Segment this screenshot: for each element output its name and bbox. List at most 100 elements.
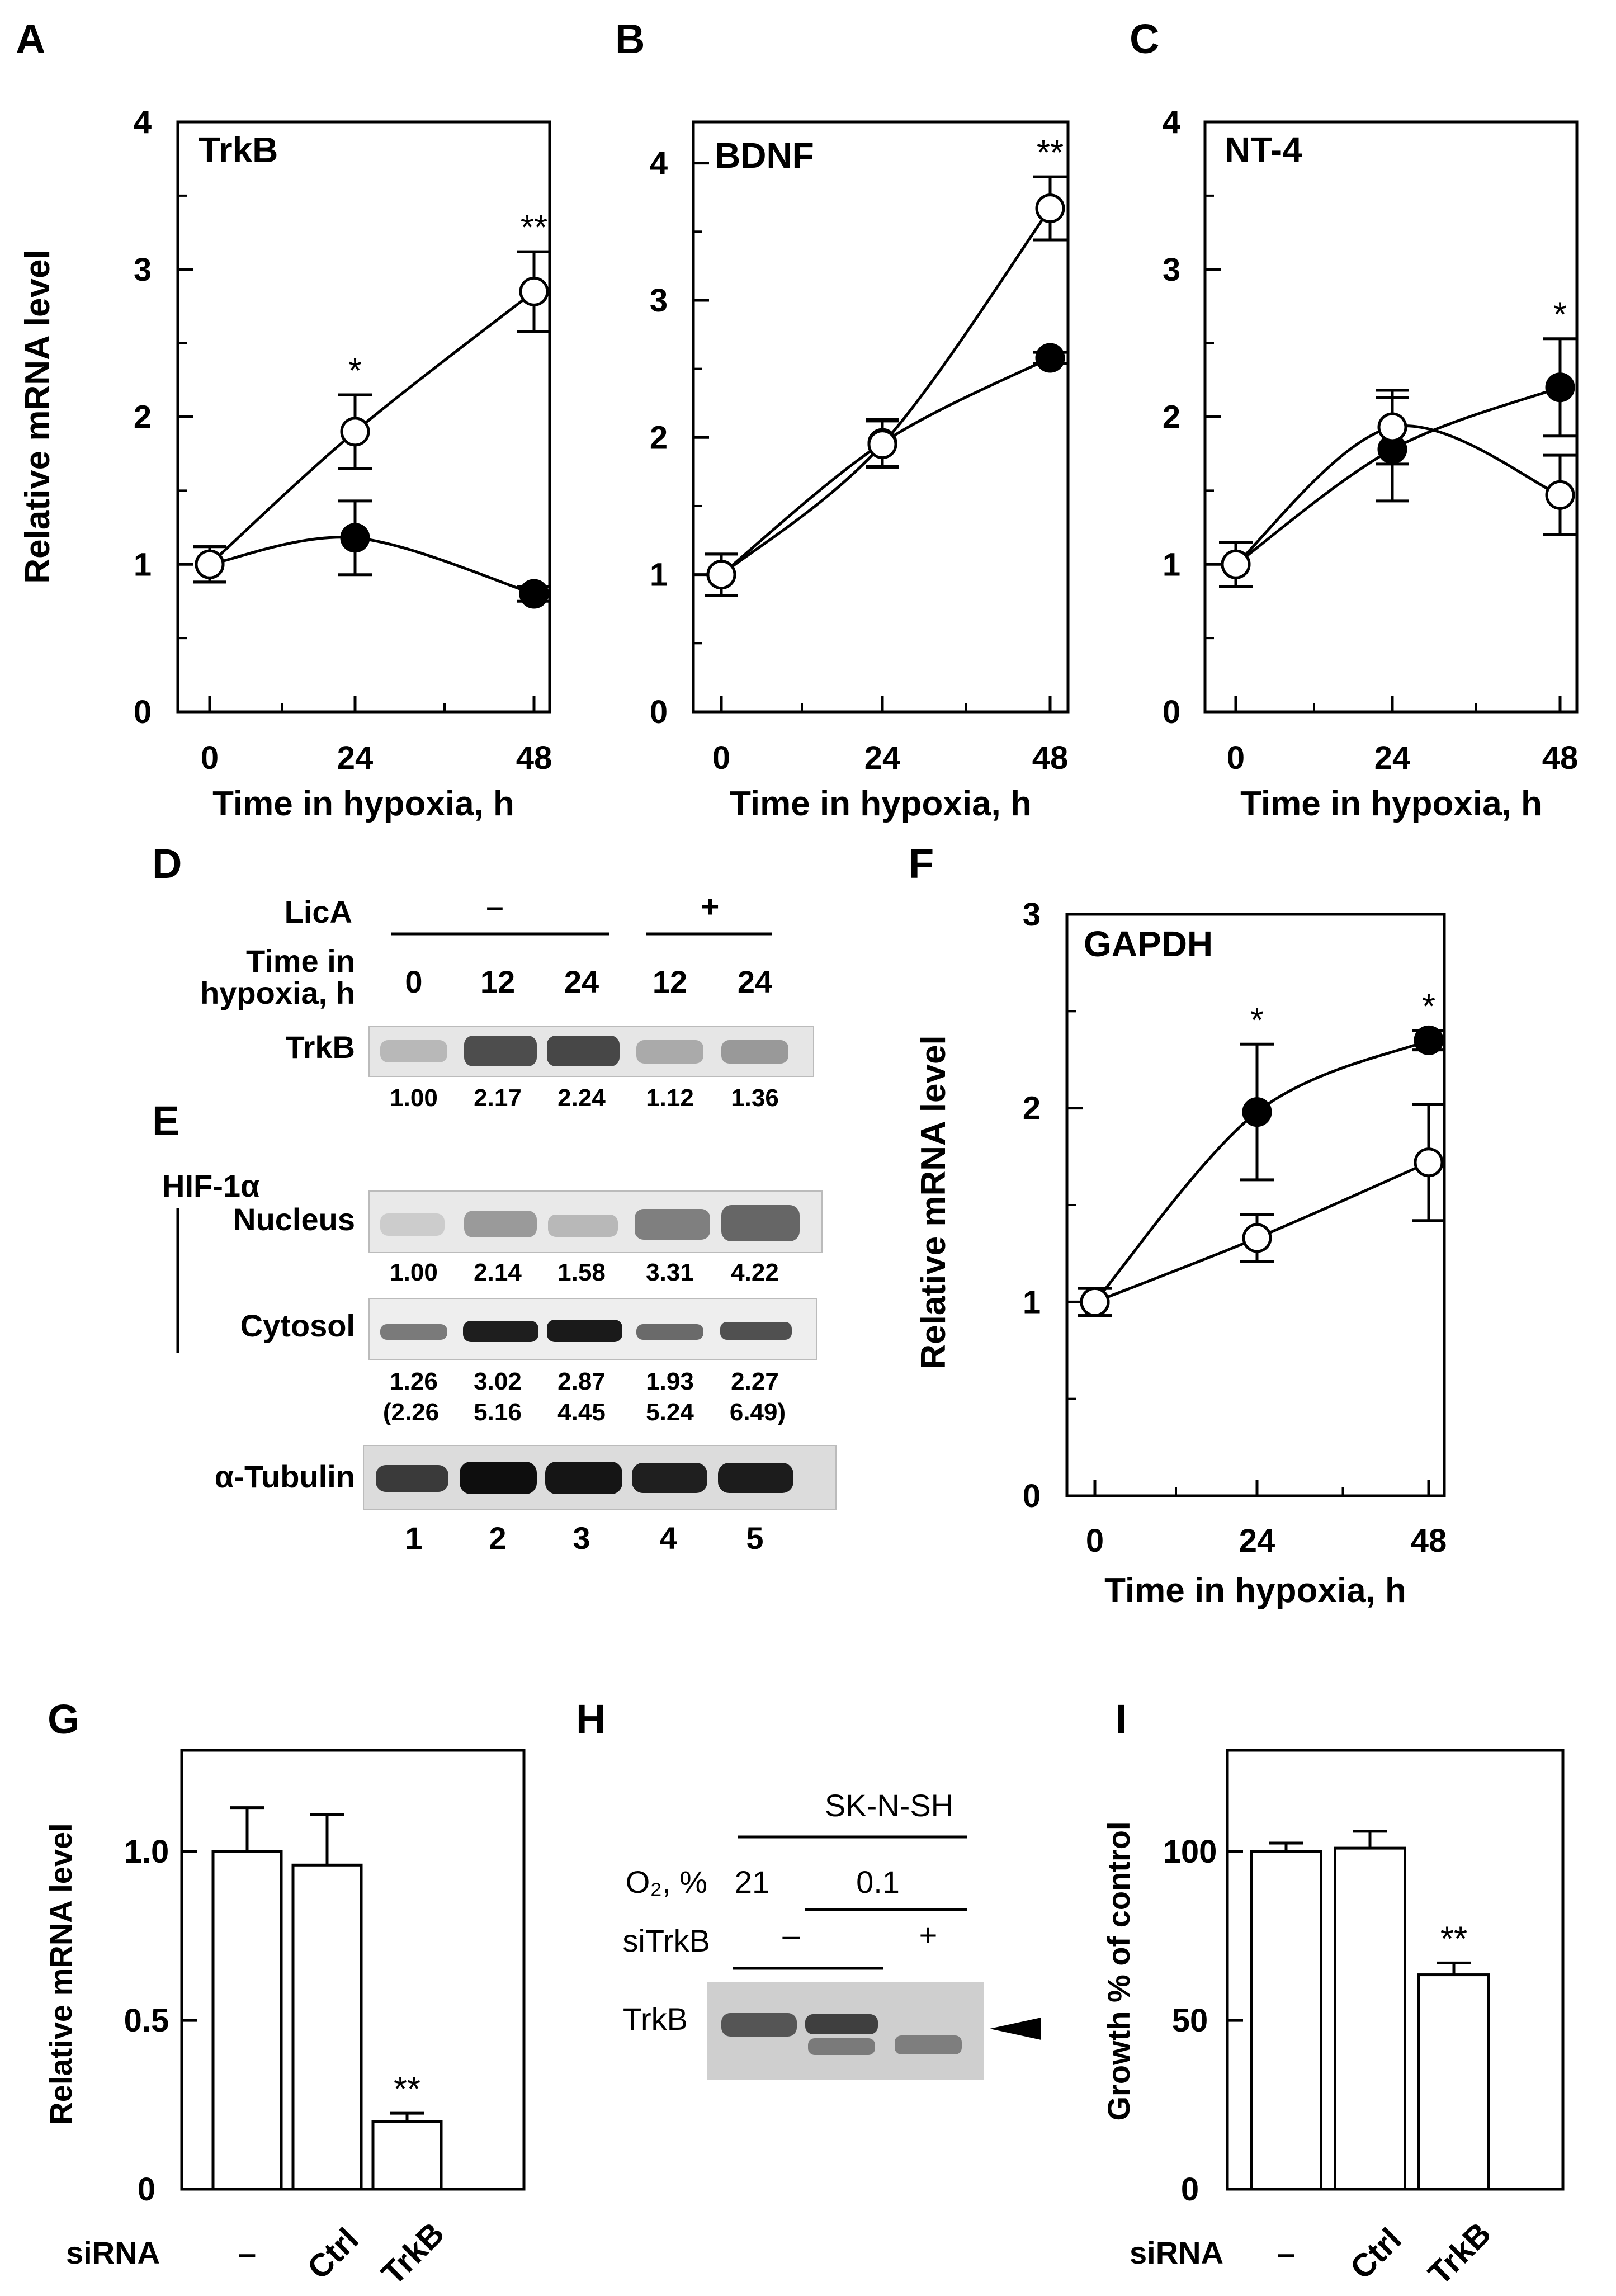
tubulin-band-5 <box>718 1463 793 1493</box>
x-axis-label: siRNA <box>66 2235 160 2270</box>
trkb-quant-3: 2.24 <box>557 1084 606 1112</box>
h-band-3 <box>895 2035 962 2054</box>
data-point-filled <box>1545 372 1575 403</box>
chart-f-gapdh: GAPDH Relative mRNA level Time in hypoxi… <box>914 896 1447 1610</box>
hif-label: HIF-1α <box>162 1168 259 1203</box>
trkb-quant-1: 1.00 <box>390 1084 438 1112</box>
y-tick-label: 1 <box>1163 546 1180 583</box>
series-open-line <box>209 290 535 566</box>
plot-frame <box>692 120 1070 714</box>
y-tick-label: 2 <box>1023 1090 1041 1127</box>
significance-annotation: ** <box>521 209 547 247</box>
chart-marks: 0 1 2 3 0 24 48 * * <box>1023 896 1447 1559</box>
chart-marks: 0 0.5 1.0 – Ctrl TrkB ** <box>124 1806 451 2292</box>
o2-0-1: 0.1 <box>856 1864 900 1900</box>
cytosol-quant-4: 1.93 <box>646 1368 694 1395</box>
panel-letter-c: C <box>1130 16 1159 62</box>
lane-number-1: 1 <box>405 1520 422 1556</box>
data-point-filled <box>340 523 370 553</box>
data-point-open <box>1377 412 1407 442</box>
y-tick-label: 4 <box>134 104 152 140</box>
bar <box>211 1850 283 2191</box>
chart-title: TrkB <box>199 130 278 170</box>
chart-a-trkb: TrkB Relative mRNA level Time in hypoxia… <box>18 104 552 823</box>
y-axis-label: Growth % of control <box>1101 1821 1136 2120</box>
panel-letter-i: I <box>1116 1696 1127 1742</box>
cytosol-quant2-5: 6.49) <box>730 1399 786 1426</box>
cytosol-quant2-2: 5.16 <box>474 1399 522 1426</box>
y-tick-label: 1.0 <box>124 1834 169 1870</box>
trkb-quant-5: 1.36 <box>731 1084 779 1112</box>
x-axis-label: Time in hypoxia, h <box>1240 785 1542 823</box>
x-tick-label: 48 <box>1032 740 1069 776</box>
trkb-quant-4: 1.12 <box>646 1084 694 1112</box>
data-point-filled <box>1035 343 1065 373</box>
data-point-open <box>706 560 736 590</box>
y-tick-label: 4 <box>1163 104 1180 140</box>
series-open-line <box>720 207 1052 576</box>
y-tick-label: 1 <box>134 546 152 583</box>
significance-annotation: * <box>348 352 362 390</box>
cytosol-quant-1: 1.26 <box>390 1368 438 1395</box>
x-tick-label: 48 <box>516 740 552 776</box>
h-band-2b <box>808 2038 875 2055</box>
cytosol-quant-2: 3.02 <box>474 1368 522 1395</box>
chart-b-bdnf: BDNF Time in hypoxia, h 0 1 2 3 4 0 24 48 ** <box>650 120 1070 823</box>
y-tick-label: 0 <box>650 694 668 730</box>
significance-annotation: ** <box>1037 134 1064 172</box>
o2-label: O₂, % <box>626 1864 707 1900</box>
y-tick-label: 0.5 <box>124 2002 169 2039</box>
x-tick-label: 48 <box>1411 1523 1447 1559</box>
data-point-open <box>1221 549 1251 579</box>
x-tick-label: 0 <box>201 740 219 776</box>
lane-time-4: 12 <box>653 964 687 999</box>
nucleus-band-3 <box>548 1215 618 1237</box>
category-label: – <box>1277 2236 1295 2272</box>
data-point-filled <box>1242 1097 1272 1127</box>
lane-number-4: 4 <box>659 1520 677 1556</box>
panel-letter-e: E <box>152 1098 179 1144</box>
series-filled-line <box>1094 1039 1429 1303</box>
x-axis-label: Time in hypoxia, h <box>1104 1571 1406 1610</box>
trkb-label: TrkB <box>623 2001 688 2037</box>
cytosol-label: Cytosol <box>240 1308 355 1343</box>
y-tick-label: 0 <box>1163 694 1180 730</box>
panel-letter-h: H <box>576 1696 606 1742</box>
panel-letter-g: G <box>48 1696 80 1742</box>
panel-letter-f: F <box>909 840 934 887</box>
arrowhead-icon <box>990 2018 1041 2040</box>
time-label-line1: Time in <box>246 943 355 979</box>
cell-line-label: SK-N-SH <box>825 1788 953 1823</box>
y-axis-label: Relative mRNA level <box>18 249 57 583</box>
data-point-filled <box>1414 1025 1444 1055</box>
time-label-line2: hypoxia, h <box>200 975 355 1010</box>
cytosol-band-5 <box>720 1322 792 1340</box>
y-tick-label: 0 <box>1023 1478 1041 1514</box>
bar <box>371 2120 443 2191</box>
chart-i-growth: Growth % of control siRNA 0 50 100 – Ctrl Trk… <box>1101 1749 1565 2292</box>
y-tick-label: 3 <box>650 282 668 319</box>
x-tick-label: 24 <box>864 740 901 776</box>
significance-annotation: ** <box>394 2070 420 2109</box>
significance-annotation: ** <box>1440 1920 1467 1958</box>
category-label: TrkB <box>1421 2215 1498 2292</box>
lica-plus: + <box>701 889 720 924</box>
nucleus-quant-3: 1.58 <box>557 1259 606 1286</box>
category-label: Ctrl <box>1343 2221 1409 2286</box>
y-tick-label: 0 <box>1181 2171 1199 2208</box>
y-tick-label: 0 <box>134 694 152 730</box>
cytosol-quant-3: 2.87 <box>557 1368 606 1395</box>
y-tick-label: 0 <box>138 2171 155 2208</box>
y-tick-label: 3 <box>1023 896 1041 933</box>
nucleus-band-2 <box>464 1211 537 1237</box>
x-tick-label: 0 <box>712 740 730 776</box>
chart-marks: 0 1 2 3 4 0 24 48 * <box>1163 104 1578 776</box>
chart-marks: 0 50 100 – Ctrl TrkB ** <box>1163 1830 1498 2292</box>
blot-d: LicA – + Time in hypoxia, h 0 12 24 12 2… <box>200 889 814 1112</box>
category-label: – <box>238 2236 256 2272</box>
x-axis-label: Time in hypoxia, h <box>730 785 1032 823</box>
lane-time-2: 12 <box>480 964 515 999</box>
y-axis-label: Relative mRNA level <box>43 1823 78 2125</box>
trkb-quant-2: 2.17 <box>474 1084 522 1112</box>
data-point-open <box>867 429 897 460</box>
